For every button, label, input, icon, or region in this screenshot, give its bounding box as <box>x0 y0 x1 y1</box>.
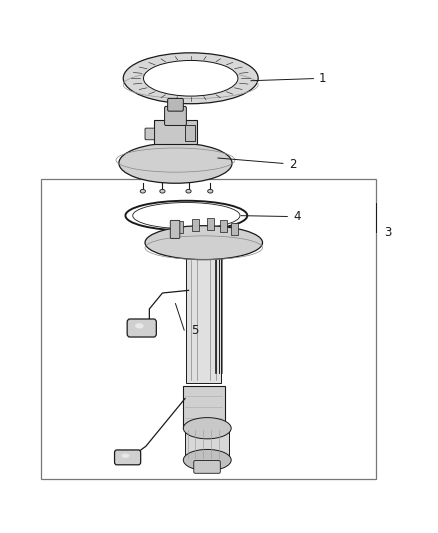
Ellipse shape <box>119 143 232 183</box>
Ellipse shape <box>123 53 258 104</box>
Text: 3: 3 <box>385 225 392 239</box>
FancyBboxPatch shape <box>154 120 197 144</box>
Bar <box>183 386 225 428</box>
Bar <box>220 220 227 232</box>
Ellipse shape <box>144 60 238 96</box>
Bar <box>191 219 198 231</box>
Ellipse shape <box>160 189 165 193</box>
Ellipse shape <box>208 189 213 193</box>
Text: 2: 2 <box>218 158 296 171</box>
Text: 1: 1 <box>251 72 327 85</box>
Ellipse shape <box>121 454 129 458</box>
Bar <box>185 428 229 460</box>
FancyBboxPatch shape <box>145 128 155 140</box>
FancyBboxPatch shape <box>170 220 180 238</box>
Text: 5: 5 <box>191 324 198 337</box>
Bar <box>207 218 214 230</box>
Ellipse shape <box>186 189 191 193</box>
Ellipse shape <box>184 449 231 471</box>
Text: 4: 4 <box>241 210 300 223</box>
Bar <box>186 243 221 383</box>
FancyBboxPatch shape <box>115 450 141 465</box>
Bar <box>231 223 238 235</box>
FancyBboxPatch shape <box>127 319 156 337</box>
Bar <box>41 179 376 479</box>
Ellipse shape <box>145 225 262 260</box>
FancyBboxPatch shape <box>194 461 220 473</box>
Ellipse shape <box>184 418 231 439</box>
FancyBboxPatch shape <box>185 125 194 141</box>
Ellipse shape <box>140 189 145 193</box>
Bar <box>177 221 184 233</box>
FancyBboxPatch shape <box>168 99 184 111</box>
Ellipse shape <box>135 323 144 328</box>
FancyBboxPatch shape <box>165 107 186 125</box>
